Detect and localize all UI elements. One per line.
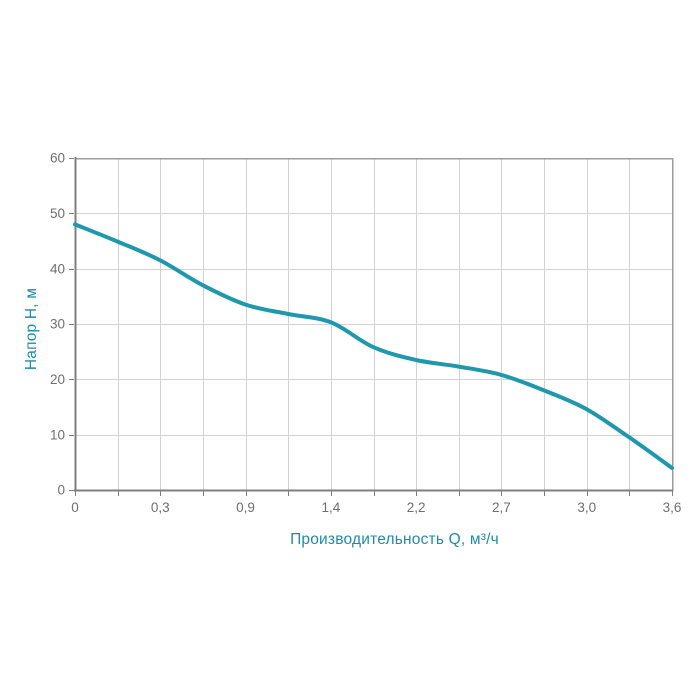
y-tick-label: 0	[57, 483, 65, 498]
x-tick-label: 3,6	[663, 500, 682, 515]
x-tick-label: 0	[71, 500, 79, 515]
y-tick-label: 30	[50, 317, 65, 332]
x-tick-label: 2,2	[407, 500, 426, 515]
x-tick-label: 0,9	[236, 500, 255, 515]
y-axis-title: Напор H, м	[23, 287, 40, 371]
x-tick-label: 3,0	[577, 500, 596, 515]
y-tick-label: 50	[50, 206, 65, 221]
y-tick-label: 20	[50, 372, 65, 387]
pump-curve-line	[73, 222, 674, 470]
y-tick-label: 40	[50, 261, 65, 276]
x-tick-label: 2,7	[492, 500, 511, 515]
x-axis-title: Производительность Q, м³/ч	[290, 531, 499, 548]
x-tick-label: 0,3	[151, 500, 170, 515]
x-tick-label: 1,4	[321, 500, 340, 515]
y-tick-label: 10	[50, 427, 65, 442]
y-tick-label: 60	[50, 151, 65, 166]
